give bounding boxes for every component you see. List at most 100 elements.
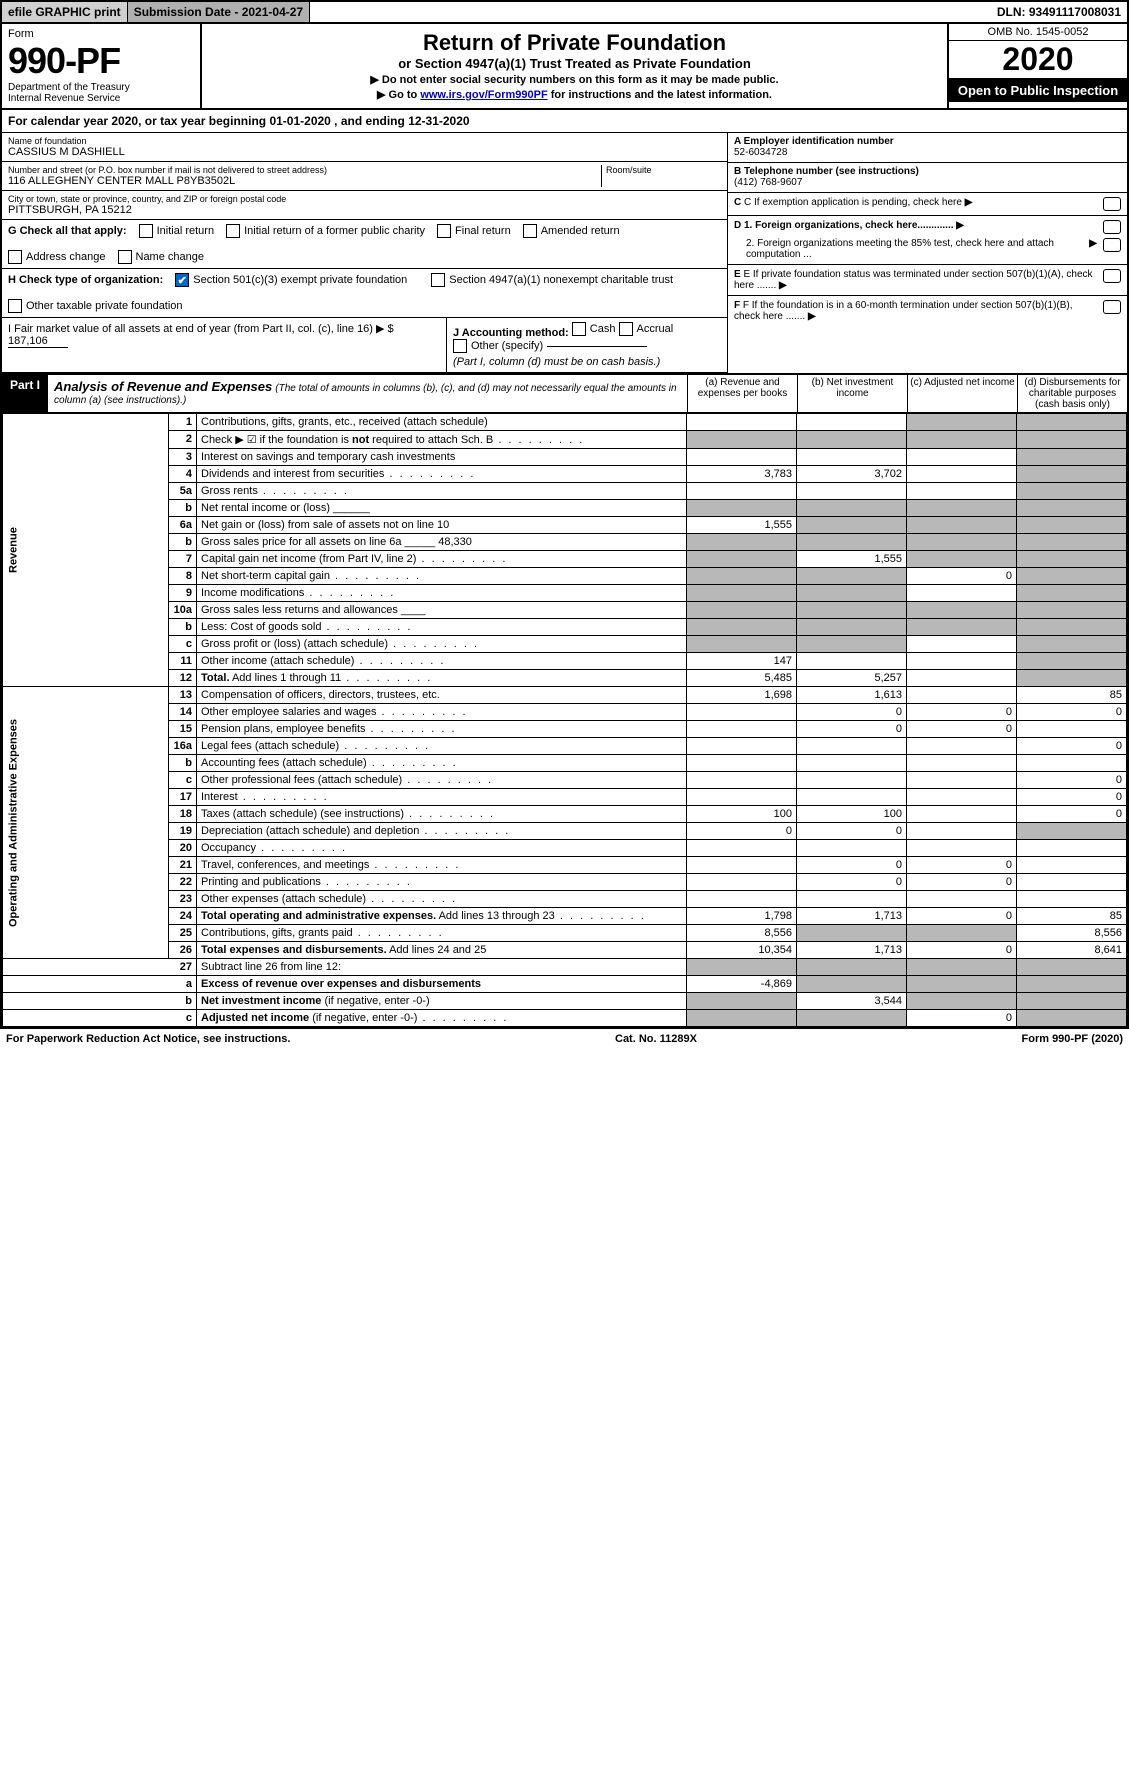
check-other-taxable[interactable]: Other taxable private foundation	[8, 299, 183, 313]
section-label-opex: Operating and Administrative Expenses	[3, 687, 169, 959]
cell-value: 0	[907, 704, 1017, 721]
cell-grey	[1017, 670, 1127, 687]
line-desc: Other expenses (attach schedule)	[197, 891, 687, 908]
line-number: 5a	[169, 483, 197, 500]
line-number: 25	[169, 925, 197, 942]
check-name-change[interactable]: Name change	[118, 250, 205, 264]
cell-grey	[687, 602, 797, 619]
cell-value	[1017, 840, 1127, 857]
b-label: B Telephone number (see instructions)	[734, 166, 919, 177]
e-row: E E If private foundation status was ter…	[728, 265, 1127, 296]
table-row: 27Subtract line 26 from line 12:	[3, 959, 1127, 976]
table-row: 2Check ▶ ☑ if the foundation is not requ…	[3, 431, 1127, 449]
cell-value: 0	[797, 874, 907, 891]
calyear-mid: , and ending	[331, 114, 408, 128]
line-number: 27	[3, 959, 197, 976]
phone-value: (412) 768-9607	[734, 177, 802, 188]
check-accrual[interactable]: Accrual	[619, 322, 674, 336]
year-begin: 01-01-2020	[269, 114, 330, 128]
d2-label: 2. Foreign organizations meeting the 85%…	[734, 238, 1083, 260]
cell-value	[907, 772, 1017, 789]
cell-value: 0	[907, 874, 1017, 891]
table-row: aExcess of revenue over expenses and dis…	[3, 976, 1127, 993]
cell-value	[1017, 721, 1127, 738]
cell-value	[907, 891, 1017, 908]
table-row: Revenue1Contributions, gifts, grants, et…	[3, 414, 1127, 431]
j-note: (Part I, column (d) must be on cash basi…	[453, 356, 660, 368]
e-checkbox[interactable]	[1103, 269, 1121, 283]
check-initial-return[interactable]: Initial return	[139, 224, 214, 238]
cell-grey	[687, 568, 797, 585]
cell-grey	[907, 925, 1017, 942]
cell-value: 8,641	[1017, 942, 1127, 959]
table-row: 21Travel, conferences, and meetings00	[3, 857, 1127, 874]
cell-value: 100	[687, 806, 797, 823]
line-number: b	[169, 500, 197, 517]
e-label: E If private foundation status was termi…	[734, 269, 1093, 291]
addr-label: Number and street (or P.O. box number if…	[8, 165, 601, 175]
cell-value	[1017, 891, 1127, 908]
cell-grey	[687, 534, 797, 551]
cell-grey	[1017, 585, 1127, 602]
footer-catno: Cat. No. 11289X	[615, 1033, 697, 1045]
check-initial-former[interactable]: Initial return of a former public charit…	[226, 224, 425, 238]
line-number: 4	[169, 466, 197, 483]
line-number: 3	[169, 449, 197, 466]
col-b-head: (b) Net investment income	[797, 375, 907, 412]
check-4947[interactable]: Section 4947(a)(1) nonexempt charitable …	[431, 273, 673, 287]
c-checkbox[interactable]	[1103, 197, 1121, 211]
irs-link[interactable]: www.irs.gov/Form990PF	[420, 89, 547, 101]
warning-ssn: ▶ Do not enter social security numbers o…	[208, 73, 941, 86]
cell-grey	[797, 568, 907, 585]
f-label: F If the foundation is in a 60-month ter…	[734, 300, 1073, 322]
cell-grey	[1017, 976, 1127, 993]
cell-grey	[797, 517, 907, 534]
table-row: bNet rental income or (loss) ______	[3, 500, 1127, 517]
footer-right: Form 990-PF (2020)	[1022, 1033, 1124, 1045]
cell-grey	[907, 431, 1017, 449]
table-row: 16aLegal fees (attach schedule)0	[3, 738, 1127, 755]
table-row: 20Occupancy	[3, 840, 1127, 857]
d2-checkbox[interactable]	[1103, 238, 1121, 252]
address-row: Number and street (or P.O. box number if…	[2, 162, 727, 191]
line-desc: Other income (attach schedule)	[197, 653, 687, 670]
cell-value	[907, 738, 1017, 755]
cell-grey	[907, 500, 1017, 517]
g-check-row: G Check all that apply: Initial return I…	[2, 220, 727, 269]
check-amended[interactable]: Amended return	[523, 224, 620, 238]
f-checkbox[interactable]	[1103, 300, 1121, 314]
header-center: Return of Private Foundation or Section …	[202, 24, 947, 108]
check-final-return[interactable]: Final return	[437, 224, 511, 238]
d1-checkbox[interactable]	[1103, 220, 1121, 234]
table-row: 9Income modifications	[3, 585, 1127, 602]
g-label: G Check all that apply:	[8, 225, 127, 237]
cell-grey	[797, 500, 907, 517]
phone-row: B Telephone number (see instructions) (4…	[728, 163, 1127, 193]
line-number: 1	[169, 414, 197, 431]
cell-grey	[1017, 449, 1127, 466]
room-label: Room/suite	[606, 165, 721, 175]
cell-value	[687, 891, 797, 908]
line-desc: Adjusted net income (if negative, enter …	[197, 1010, 687, 1027]
check-cash[interactable]: Cash	[572, 322, 616, 336]
check-501c3[interactable]: ✔Section 501(c)(3) exempt private founda…	[175, 273, 407, 287]
cell-grey	[797, 925, 907, 942]
line-number: 2	[169, 431, 197, 449]
line-desc: Depreciation (attach schedule) and deple…	[197, 823, 687, 840]
cell-grey	[687, 959, 797, 976]
cell-value	[907, 653, 1017, 670]
check-other-method[interactable]: Other (specify)	[453, 339, 647, 353]
cell-grey	[687, 1010, 797, 1027]
cell-value	[797, 891, 907, 908]
cell-value	[1017, 755, 1127, 772]
cell-value: 1,555	[797, 551, 907, 568]
table-row: 4Dividends and interest from securities3…	[3, 466, 1127, 483]
d1-label: D 1. Foreign organizations, check here..…	[734, 220, 954, 231]
cell-value	[907, 823, 1017, 840]
line-desc: Compensation of officers, directors, tru…	[197, 687, 687, 704]
cell-grey	[797, 534, 907, 551]
check-address-change[interactable]: Address change	[8, 250, 106, 264]
cell-value	[687, 483, 797, 500]
cell-value	[687, 738, 797, 755]
dln: DLN: 93491117008031	[991, 2, 1127, 22]
